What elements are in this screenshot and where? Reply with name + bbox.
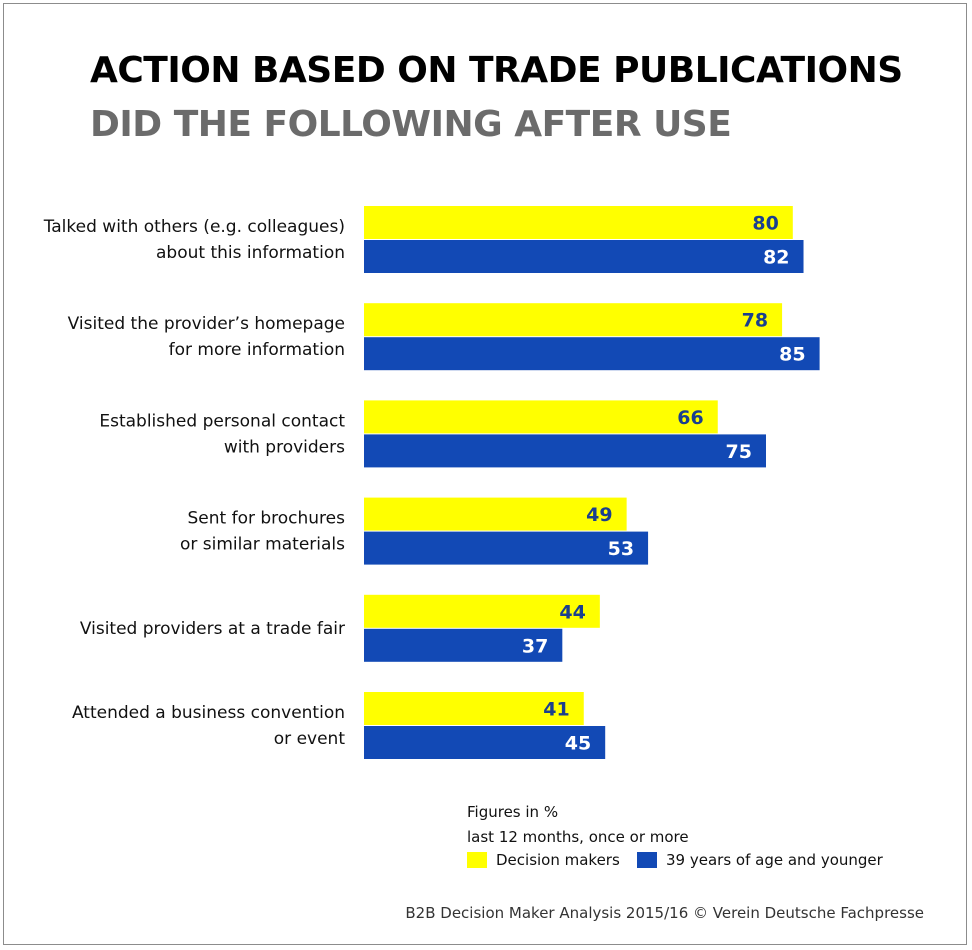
category-label: Visited the provider’s homepage (68, 314, 345, 334)
bar-series-2 (364, 628, 563, 662)
legend-swatch-young (637, 852, 657, 868)
note-period: last 12 months, once or more (467, 828, 689, 846)
bar-series-1 (364, 692, 584, 725)
data-label-series-2: 82 (763, 247, 789, 269)
data-label-series-1: 66 (677, 407, 703, 429)
data-label-series-2: 75 (726, 441, 752, 463)
category-label: Talked with others (e.g. colleagues) (43, 217, 345, 237)
bar-series-2 (364, 434, 766, 468)
category-label: Sent for brochures (187, 509, 345, 529)
chart-title: ACTION BASED ON TRADE PUBLICATIONS (90, 50, 903, 91)
data-label-series-1: 80 (752, 213, 778, 235)
data-label-series-1: 49 (586, 504, 612, 526)
bar-chart: Talked with others (e.g. colleagues) abou… (43, 206, 820, 759)
data-label-series-1: 78 (742, 310, 768, 332)
category-label: for more information (169, 340, 345, 360)
data-label-series-1: 44 (559, 601, 585, 623)
chart-frame (3, 3, 967, 945)
data-label-series-2: 45 (565, 733, 591, 755)
data-label-series-2: 53 (608, 538, 634, 560)
bar-series-1 (364, 497, 627, 531)
category-label: with providers (224, 437, 345, 457)
data-label-series-1: 41 (543, 699, 569, 721)
bar-series-2 (364, 531, 649, 565)
bar-series-1 (364, 206, 793, 239)
chart-subtitle: DID THE FOLLOWING AFTER USE (90, 104, 732, 145)
category-label: Visited providers at a trade fair (80, 619, 345, 639)
data-label-series-2: 37 (522, 635, 548, 657)
bar-series-1 (364, 594, 600, 628)
category-label: or event (274, 729, 346, 749)
bar-series-1 (364, 400, 718, 434)
legend-item-decision-makers: Decision makers (467, 851, 620, 869)
category-label: Attended a business convention (72, 703, 345, 723)
bar-series-2 (364, 337, 820, 371)
bar-series-2 (364, 726, 606, 759)
bar-series-1 (364, 303, 783, 337)
data-label-series-2: 85 (779, 344, 805, 366)
category-label: or similar materials (180, 535, 345, 555)
source-note: B2B Decision Maker Analysis 2015/16 © Ve… (405, 904, 924, 922)
chart-notes: Figures in % last 12 months, once or mor… (467, 802, 689, 852)
legend-label-decision-makers: Decision makers (496, 851, 620, 869)
note-units: Figures in % (467, 803, 559, 821)
category-label: about this information (156, 243, 345, 263)
legend-item-young: 39 years of age and younger (637, 851, 883, 869)
legend-label-young: 39 years of age and younger (666, 851, 883, 869)
bar-series-2 (364, 240, 804, 273)
legend-swatch-decision-makers (467, 852, 487, 868)
category-label: Established personal contact (99, 411, 345, 431)
